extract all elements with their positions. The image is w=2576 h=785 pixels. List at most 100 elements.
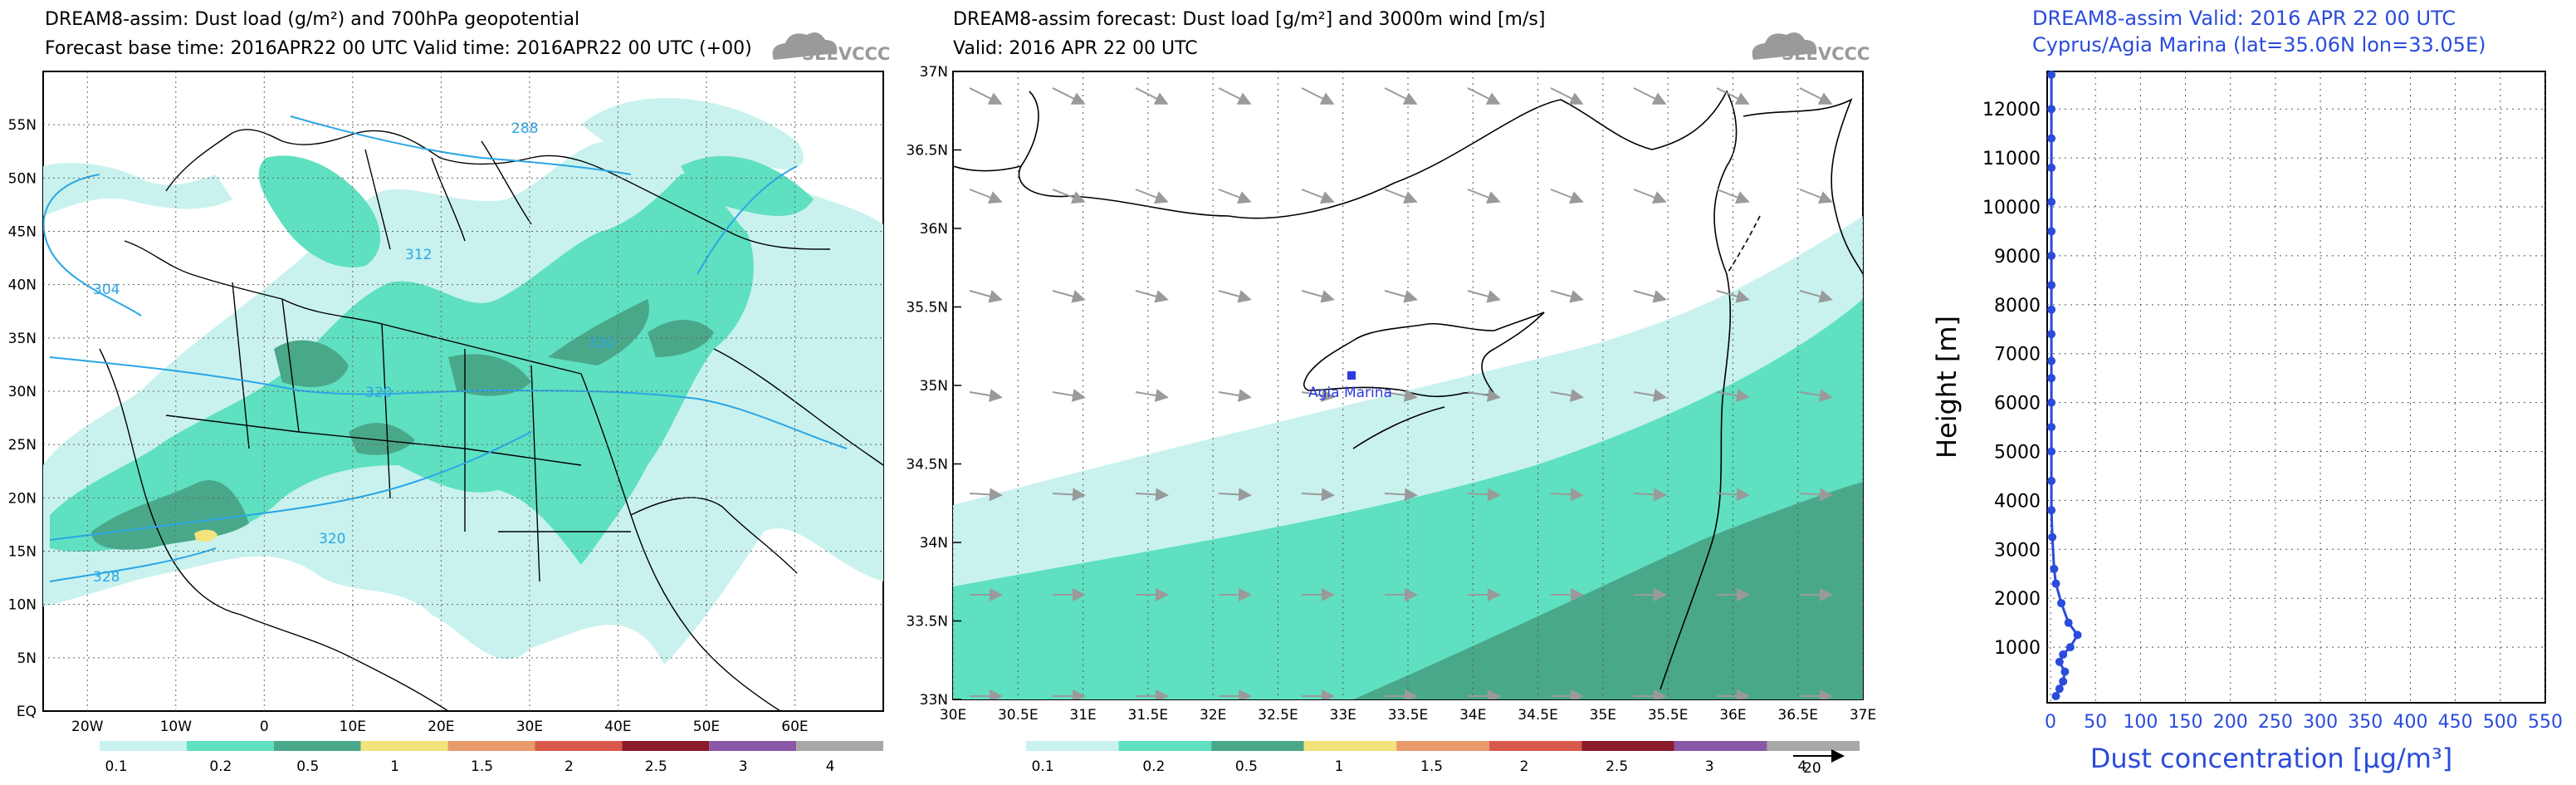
x-tick-label: 300 — [2303, 712, 2338, 733]
profile-data-point — [2047, 330, 2056, 339]
wind-arrow — [969, 189, 1003, 204]
panel1-subtitle: Forecast base time: 2016APR22 00 UTC Val… — [45, 38, 752, 59]
panel3-title: DREAM8-assim Valid: 2016 APR 22 00 UTC — [2032, 7, 2456, 30]
profile-data-point — [2051, 692, 2060, 700]
colorbar-swatch — [1581, 741, 1674, 751]
station-marker: Agia Marina — [1308, 371, 1392, 401]
profile-gridlines — [2047, 71, 2546, 703]
profile-data-point — [2047, 251, 2056, 260]
colorbar-label: 4 — [1797, 758, 1806, 775]
svg-text:320: 320 — [588, 335, 614, 351]
wind-arrow — [1633, 189, 1667, 204]
wind-arrow — [1550, 488, 1584, 502]
panel-dust-map-cyprus: DREAM8-assim forecast: Dust load [g/m²] … — [906, 9, 1876, 777]
panel1-title: DREAM8-assim: Dust load (g/m²) and 700hP… — [45, 9, 579, 30]
profile-data-point — [2050, 564, 2059, 573]
colorbar-swatch — [1488, 741, 1582, 751]
lat-tick-label: 50N — [8, 170, 37, 187]
wind-arrow — [1799, 87, 1833, 105]
lon-tick-label: 20E — [428, 719, 454, 735]
wind-arrow — [1384, 389, 1418, 402]
wind-arrow — [1135, 488, 1169, 502]
wind-arrow — [1467, 488, 1501, 502]
wind-arrow — [1301, 389, 1335, 402]
x-tick-label: 150 — [2168, 712, 2203, 733]
lon-tick-label: 32E — [1200, 707, 1226, 724]
lon-tick-label: 31.5E — [1128, 707, 1169, 724]
lat-tick-label: 15N — [8, 544, 37, 561]
panel1-gridlines — [43, 71, 883, 711]
lon-tick-label: 10W — [160, 719, 193, 735]
colorbar-swatch — [1396, 741, 1489, 751]
x-tick-label: 500 — [2483, 712, 2518, 733]
colorbar-label: 0.2 — [1142, 758, 1165, 775]
lat-tick-label: 37N — [920, 64, 948, 81]
lat-tick-label: 36.5N — [906, 143, 948, 159]
wind-arrow — [1550, 389, 1584, 402]
wind-arrow — [1052, 488, 1086, 502]
wind-arrow — [1301, 488, 1335, 502]
lon-tick-label: 50E — [693, 719, 720, 735]
colorbar-label: 0.1 — [1031, 758, 1053, 775]
profile-data-point — [2047, 305, 2056, 314]
colorbar-label: 3 — [1705, 758, 1714, 775]
wind-arrow — [1633, 290, 1667, 303]
wind-arrow — [1052, 389, 1086, 402]
geopotential-contours — [43, 115, 848, 582]
profile-x-axis-label: Dust concentration [µg/m³] — [2090, 743, 2453, 774]
profile-data-point — [2047, 374, 2056, 383]
station-square — [1347, 371, 1356, 380]
wind-arrow — [1218, 290, 1252, 303]
wind-arrow — [1384, 87, 1418, 105]
y-tick-label: 9000 — [1994, 247, 2041, 267]
lat-tick-label: 34N — [920, 535, 948, 552]
x-tick-label: 550 — [2528, 712, 2563, 733]
lon-tick-label: 34E — [1459, 707, 1486, 724]
wind-scale-label: 20 — [1803, 760, 1821, 777]
lat-tick-label: 35N — [8, 331, 37, 347]
colorbar-label: 1.5 — [471, 758, 493, 775]
profile-data-point — [2047, 281, 2056, 290]
colorbar-swatch — [273, 741, 361, 751]
wind-arrow — [1799, 189, 1833, 204]
x-tick-label: 50 — [2084, 712, 2107, 733]
wind-arrow — [1052, 189, 1086, 204]
wind-arrow — [1799, 290, 1833, 303]
wind-arrow — [1550, 189, 1584, 204]
profile-data-point — [2057, 599, 2066, 608]
colorbar-label: 4 — [826, 758, 835, 775]
lat-tick-label: 5N — [17, 650, 37, 667]
profile-data-point — [2047, 198, 2056, 207]
seevccc-logo-2: SEEVCCC — [1752, 32, 1870, 64]
lon-tick-label: 0 — [260, 719, 269, 735]
colorbar-swatch — [1211, 741, 1304, 751]
wind-arrow — [1218, 189, 1252, 204]
profile-data-point — [2055, 684, 2064, 694]
wind-arrow — [1135, 87, 1169, 105]
colorbar-label: 0.5 — [296, 758, 319, 775]
wind-arrow — [969, 290, 1003, 303]
y-tick-label: 4000 — [1994, 491, 2041, 512]
x-tick-label: 450 — [2438, 712, 2473, 733]
wind-arrow — [1384, 189, 1418, 204]
lon-tick-label: 10E — [340, 719, 366, 735]
y-tick-label: 3000 — [1994, 540, 2041, 561]
y-tick-label: 8000 — [1994, 296, 2041, 316]
profile-plot-frame — [2046, 71, 2546, 704]
panel3-subtitle: Cyprus/Agia Marina (lat=35.06N lon=33.05… — [2032, 33, 2486, 56]
colorbar-swatch — [1118, 741, 1212, 751]
panel2-subtitle: Valid: 2016 APR 22 00 UTC — [953, 38, 1198, 59]
lat-tick-label: 33.5N — [906, 614, 948, 630]
logo-text: SEEVCCC — [1782, 44, 1870, 64]
profile-data-point — [2047, 163, 2056, 172]
profile-data-point — [2047, 71, 2056, 79]
profile-data-point — [2047, 227, 2056, 236]
wind-arrow — [1716, 87, 1750, 105]
geopotential-contour-labels: 288 304 312 320 320 320 328 — [93, 120, 614, 586]
wind-arrow — [1716, 189, 1750, 204]
panel-vertical-profile: DREAM8-assim Valid: 2016 APR 22 00 UTC C… — [1931, 7, 2563, 774]
y-tick-label: 11000 — [1982, 149, 2041, 169]
wind-arrow — [1218, 488, 1252, 502]
colorbar-swatch — [1674, 741, 1767, 751]
wind-vectors — [969, 87, 1833, 699]
